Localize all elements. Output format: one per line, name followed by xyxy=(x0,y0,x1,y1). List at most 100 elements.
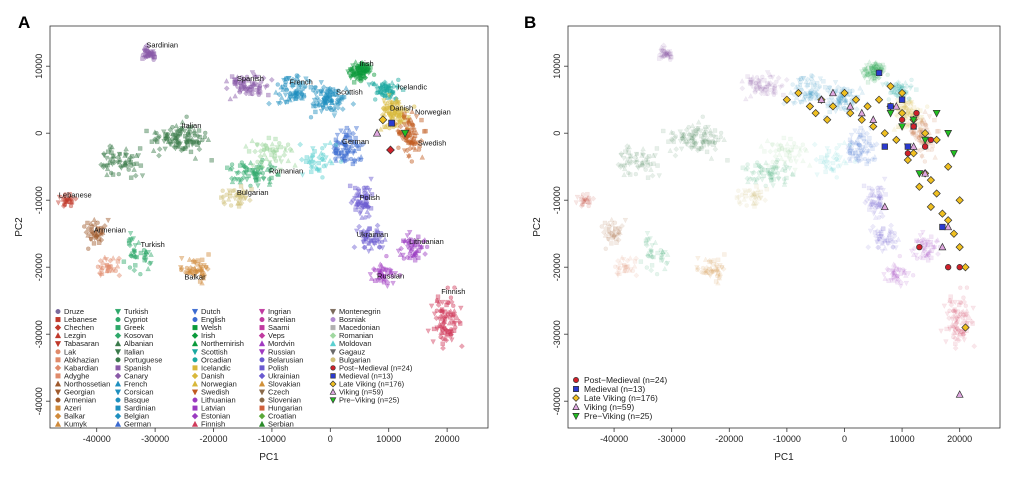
panel-a-cloud-point xyxy=(175,143,181,149)
panel-b-cloud-point xyxy=(771,87,777,94)
panel-b-cloud-point xyxy=(865,80,871,85)
panel-a-cloud-point xyxy=(265,146,270,151)
panel-a-cloud-point xyxy=(362,66,369,73)
panel-a-cloud-point xyxy=(253,175,258,180)
legend-label: Belgian xyxy=(124,412,149,421)
panel-b-cloud-point xyxy=(772,85,778,91)
panel-a-cloud-point xyxy=(413,114,420,120)
panel-a-cloud-point xyxy=(407,251,413,256)
panel-a-cloud-point xyxy=(173,122,180,129)
panel-a-cloud-point xyxy=(260,157,265,163)
panel-a-cloud-point xyxy=(319,156,326,162)
panel-a-cloud-point xyxy=(360,204,367,210)
panel-b-cloud-point xyxy=(774,159,779,164)
panel-a-cloud-point xyxy=(443,313,450,319)
panel-a-sample-point xyxy=(386,145,395,155)
panel-a-cloud-point xyxy=(132,243,139,249)
panel-b-cloud-point xyxy=(859,69,865,75)
panel-a-cloud-point xyxy=(294,76,299,82)
panel-a-cloud-point xyxy=(164,134,171,140)
panel-a-cloud-point xyxy=(280,84,286,90)
panel-b-cloud-point xyxy=(739,78,745,84)
legend-label: Pre−Viking (n=25) xyxy=(584,411,653,421)
panel-b-cloud-point xyxy=(867,135,872,141)
panel-a-cloud-point xyxy=(242,84,249,90)
panel-a-cloud-point xyxy=(428,303,435,309)
panel-a-cloud-point xyxy=(109,144,115,150)
legend-marker xyxy=(330,373,336,379)
panel-a-cloud-point xyxy=(383,87,389,93)
panel-b-cloud-point xyxy=(790,172,796,177)
panel-a-cloud-point xyxy=(143,248,149,255)
panel-b-cloud-point xyxy=(958,333,963,338)
panel-a-cloud-point xyxy=(328,99,335,106)
panel-b-cloud-point xyxy=(699,133,704,139)
panel-b-cloud-point xyxy=(872,157,877,162)
panel-a-cloud-point xyxy=(272,154,278,159)
panel-a-cloud-point xyxy=(184,134,191,141)
panel-a-cloud-point xyxy=(353,75,359,82)
b-x-tick-label: 10000 xyxy=(890,434,915,444)
panel-a-cloud-point xyxy=(295,73,301,80)
panel-a-cloud-point xyxy=(170,124,175,130)
panel-a-cloud-point xyxy=(362,236,368,242)
panel-a-cloud-point xyxy=(401,114,407,119)
panel-a-cloud-point xyxy=(416,140,421,145)
panel-a-cloud-point xyxy=(115,154,121,161)
panel-a-cloud-point xyxy=(327,96,333,102)
panel-a-cloud-point xyxy=(345,89,352,95)
panel-a-cloud-point xyxy=(267,160,273,166)
panel-b-cloud-point xyxy=(764,186,770,192)
panel-b-cloud-point xyxy=(786,165,793,172)
panel-b-cloud-point xyxy=(781,100,787,107)
panel-b-cloud-point xyxy=(871,70,877,76)
panel-b-cloud-point xyxy=(662,50,669,57)
panel-a-cloud-point xyxy=(294,94,301,100)
panel-a-cloud-point xyxy=(274,145,281,151)
legend-marker xyxy=(258,340,266,347)
panel-a-cloud-point xyxy=(178,130,185,136)
panel-a-cloud-point xyxy=(123,151,128,156)
panel-a-cloud-point xyxy=(175,143,182,150)
panel-b-cloud-point xyxy=(669,55,674,60)
panel-a-cloud-point xyxy=(355,63,360,69)
panel-a-cloud-point xyxy=(56,194,63,201)
panel-a-cloud-point xyxy=(361,244,368,251)
panel-a-cloud-point xyxy=(245,86,251,93)
panel-a-cloud-point xyxy=(288,78,295,85)
panel-a-cloud-point xyxy=(240,163,247,169)
panel-a-cloud-point xyxy=(109,267,115,273)
panel-b-cloud-point xyxy=(943,339,949,345)
panel-b-cloud-point xyxy=(836,99,843,105)
panel-a-cloud-point xyxy=(263,155,270,161)
panel-a-cloud-point xyxy=(194,141,201,147)
panel-b-cloud-point xyxy=(745,74,750,79)
legend-marker xyxy=(191,372,199,380)
panel-a-cloud-point xyxy=(289,83,296,90)
panel-b-cloud-point xyxy=(750,74,756,80)
panel-a-cloud-point xyxy=(176,131,183,137)
legend-marker xyxy=(330,357,336,363)
panel-a-cloud-point xyxy=(236,204,242,209)
panel-a-cloud-point xyxy=(316,102,322,109)
panel-b-cloud-point xyxy=(838,106,844,111)
panel-a-cloud-point xyxy=(197,279,203,284)
panel-a-cloud-point xyxy=(150,54,157,61)
panel-b-cloud-point xyxy=(748,80,755,86)
panel-a-cloud-point xyxy=(365,234,371,240)
panel-a-cloud-point xyxy=(362,68,367,73)
panel-b-cloud-point xyxy=(753,81,759,86)
panel-a-cloud-point xyxy=(293,92,300,98)
panel-a-cloud-point xyxy=(115,259,121,264)
panel-a-cloud-point xyxy=(398,105,404,110)
panel-a-cloud-point xyxy=(406,132,411,137)
panel-a-cloud-point xyxy=(68,199,73,205)
sample-point xyxy=(892,135,901,145)
panel-a-cloud-point xyxy=(371,237,377,243)
panel-a-cloud-point xyxy=(357,199,362,205)
panel-b-cloud-point xyxy=(830,160,836,166)
panel-a-cloud-point xyxy=(350,68,356,74)
panel-a-cloud-point xyxy=(401,115,407,120)
